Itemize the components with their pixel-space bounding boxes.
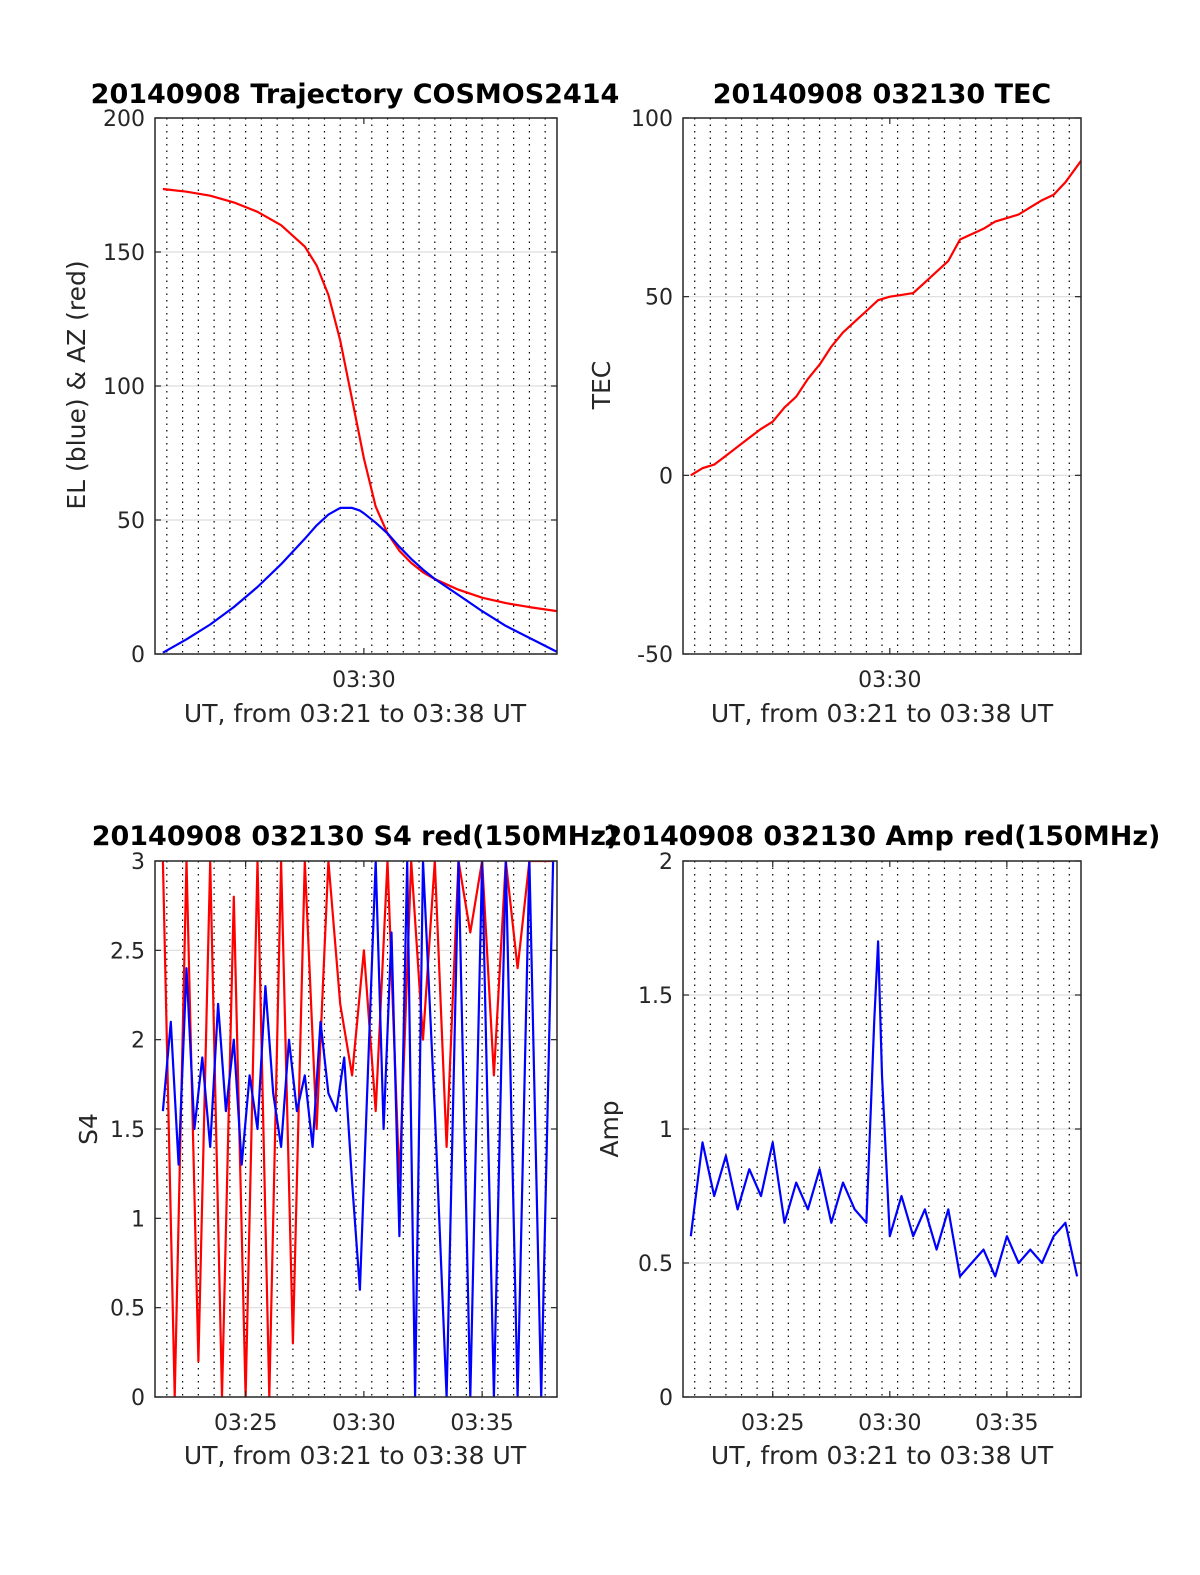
- trajectory-panel: 20140908 Trajectory COSMOS2414 UT, from …: [62, 79, 619, 728]
- amp-xtick-label: 03:25: [741, 1411, 804, 1436]
- trajectory-ytick-label: 200: [103, 107, 145, 132]
- tec-title: 20140908 032130 TEC: [713, 79, 1052, 110]
- tec-xlabel: UT, from 03:21 to 03:38 UT: [711, 699, 1054, 728]
- s4-title: 20140908 032130 S4 red(150MHz): [92, 821, 619, 852]
- tec-xtick-label: 03:30: [858, 668, 921, 693]
- s4-ylabel: S4: [74, 1113, 103, 1145]
- amp-ytick-label: 2: [659, 850, 673, 875]
- tec-series-line: [690, 160, 1081, 477]
- amp-ytick-label: 0.5: [638, 1252, 673, 1277]
- trajectory-title: 20140908 Trajectory COSMOS2414: [91, 79, 620, 110]
- s4-ytick-label: 2: [131, 1029, 145, 1054]
- amp-grid: [683, 861, 1081, 1397]
- amp-title: 20140908 032130 Amp red(150MHz): [604, 821, 1161, 852]
- s4-xtick-label: 03:30: [332, 1411, 395, 1436]
- trajectory-series-group: [162, 187, 557, 654]
- trajectory-ytick-label: 150: [103, 241, 145, 266]
- trajectory-ytick-label: 100: [103, 375, 145, 400]
- s4-ytick-label: 0.5: [110, 1297, 145, 1322]
- tec-ylabel: TEC: [587, 361, 616, 411]
- amp-ytick-label: 1.5: [638, 984, 673, 1009]
- s4-xlabel: UT, from 03:21 to 03:38 UT: [184, 1441, 527, 1470]
- amp-xlabel: UT, from 03:21 to 03:38 UT: [711, 1441, 1054, 1470]
- trajectory-ytick-label: 0: [131, 643, 145, 668]
- tec-ytick-label: -50: [637, 643, 673, 668]
- tec-series-group: [690, 160, 1081, 477]
- trajectory-ylabel: EL (blue) & AZ (red): [62, 260, 91, 509]
- amp-ytick-label: 1: [659, 1118, 673, 1143]
- tec-axes-box: [682, 117, 1082, 655]
- amp-xtick-label: 03:35: [975, 1411, 1038, 1436]
- s4-xtick-label: 03:35: [450, 1411, 513, 1436]
- trajectory-series-line: [162, 506, 557, 654]
- s4-ytick-label: 2.5: [110, 939, 145, 964]
- amp-panel: 20140908 032130 Amp red(150MHz) UT, from…: [595, 821, 1160, 1470]
- amp-ytick-label: 0: [659, 1386, 673, 1411]
- s4-series-line: [161, 861, 555, 1397]
- s4-ytick-label: 3: [131, 850, 145, 875]
- tec-panel: 20140908 032130 TEC UT, from 03:21 to 03…: [587, 79, 1082, 728]
- s4-xtick-label: 03:25: [214, 1411, 277, 1436]
- s4-panel: 20140908 032130 S4 red(150MHz) UT, from …: [74, 821, 618, 1470]
- amp-series-group: [689, 940, 1079, 1278]
- trajectory-series-line: [162, 187, 557, 613]
- tec-ytick-label: 0: [659, 464, 673, 489]
- trajectory-ytick-label: 50: [117, 509, 145, 534]
- s4-series-group: [161, 861, 555, 1397]
- amp-xtick-label: 03:30: [858, 1411, 921, 1436]
- tec-ytick-label: 100: [631, 107, 673, 132]
- s4-series-line: [161, 861, 554, 1397]
- trajectory-xtick-label: 03:30: [332, 668, 395, 693]
- tec-grid: [683, 118, 1081, 654]
- s4-ytick-label: 0: [131, 1386, 145, 1411]
- trajectory-xlabel: UT, from 03:21 to 03:38 UT: [184, 699, 527, 728]
- amp-series-line: [689, 940, 1079, 1278]
- tec-ytick-label: 50: [645, 286, 673, 311]
- trajectory-grid: [155, 118, 557, 654]
- amp-ylabel: Amp: [595, 1100, 624, 1157]
- s4-ytick-label: 1.5: [110, 1118, 145, 1143]
- s4-ytick-label: 1: [131, 1207, 145, 1232]
